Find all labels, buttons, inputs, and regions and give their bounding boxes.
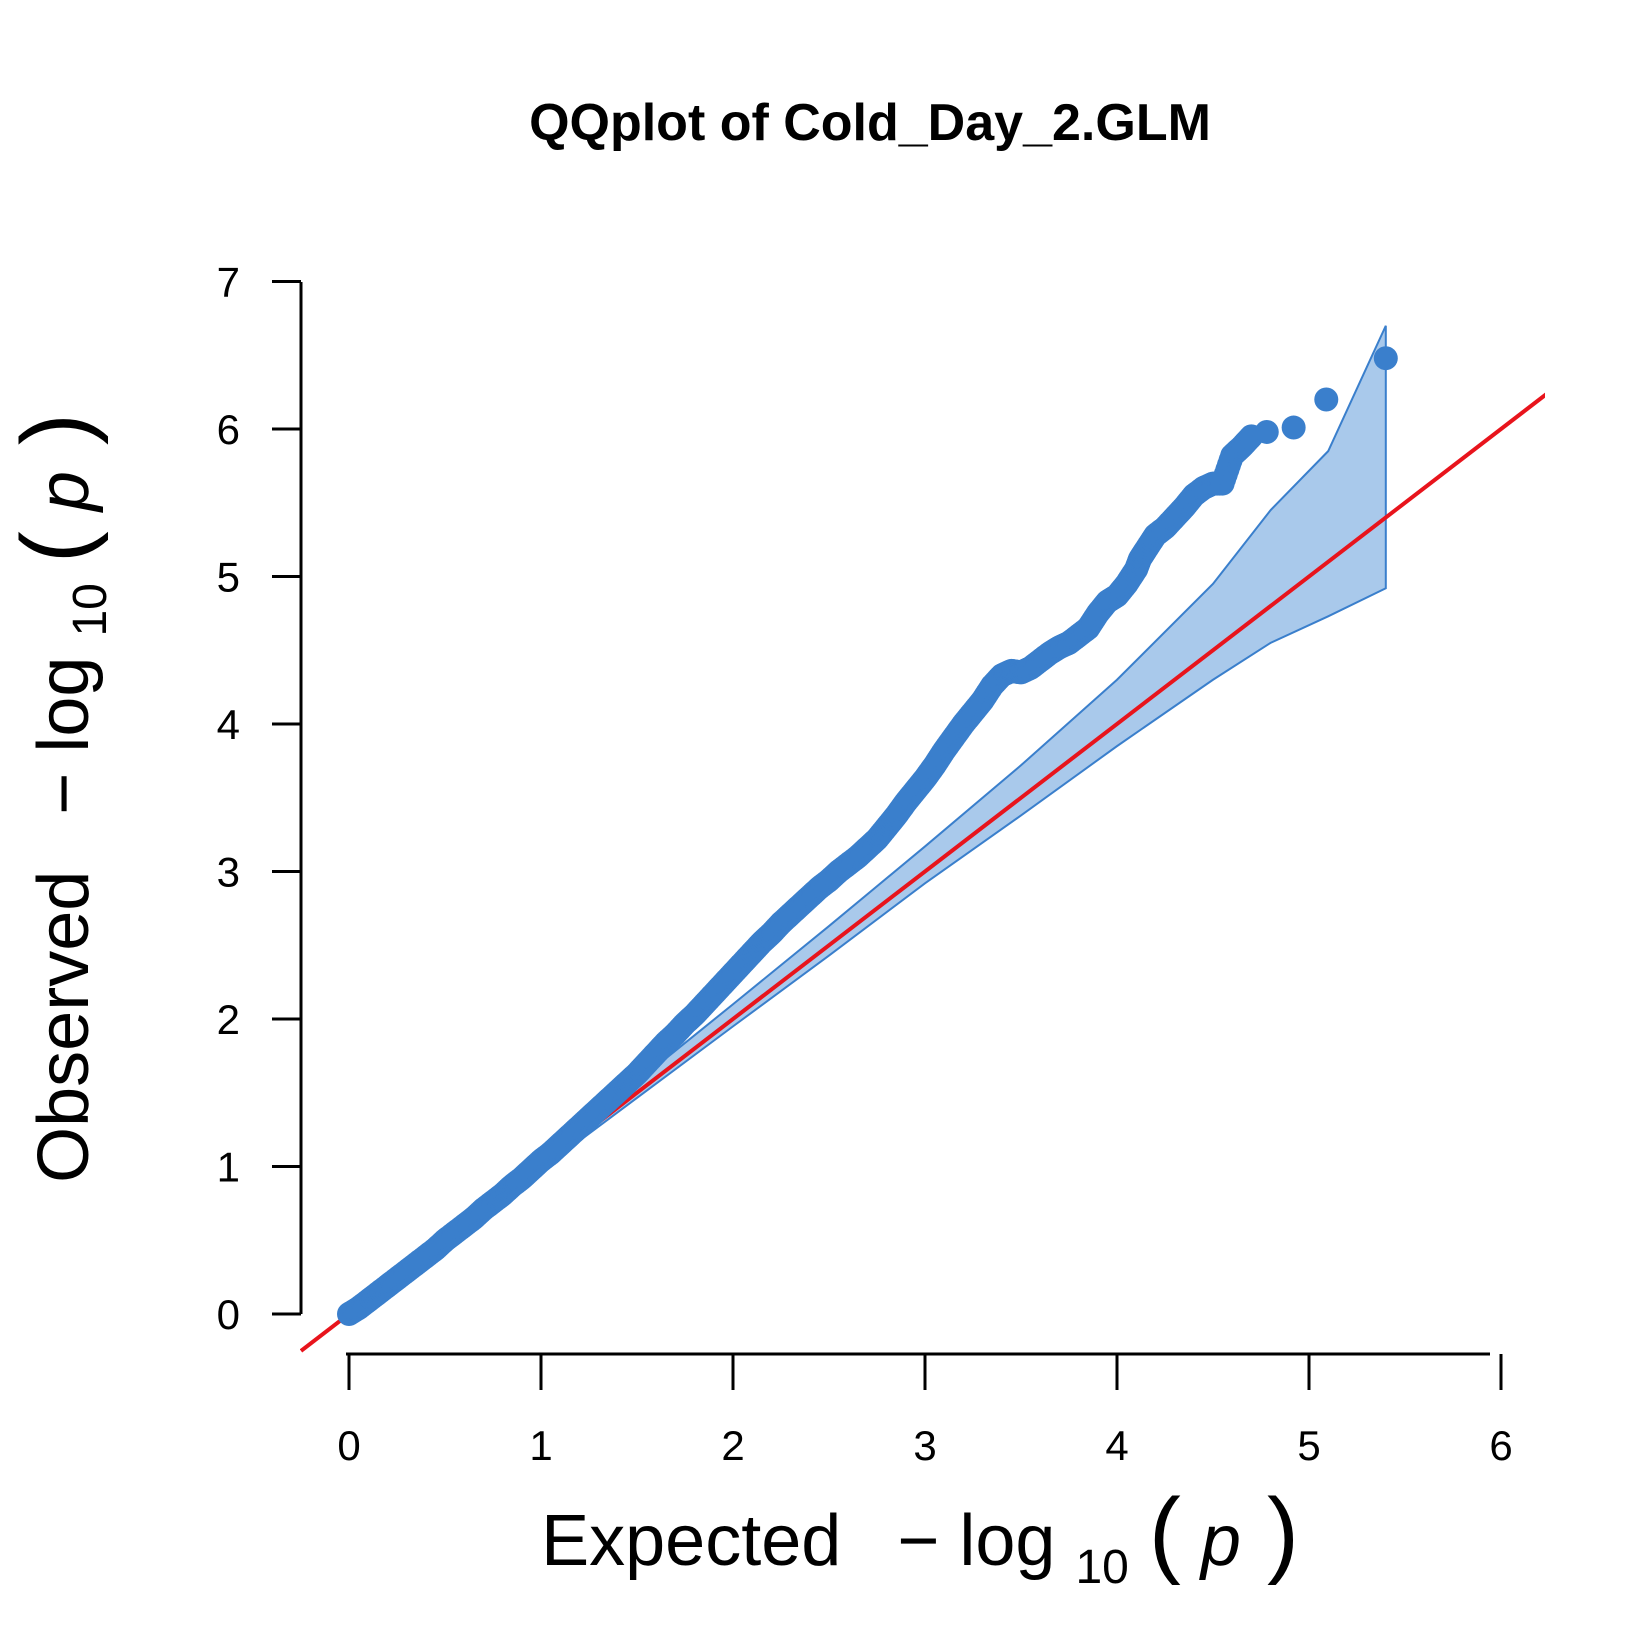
y-axis-title-prefix: Observed [24,871,104,1183]
y-tick-label: 5 [217,554,240,601]
y-tick-label: 2 [217,996,240,1043]
x-axis-title-log: log [959,1501,1055,1581]
observed-points [337,346,1398,1326]
x-axis-title-minus: − [897,1501,939,1581]
y-axis-ticks: 0 1 2 3 4 5 6 7 [217,259,301,1338]
data-point [1314,387,1339,412]
x-axis-title-close: ) [1267,1479,1299,1586]
data-point [1281,415,1306,440]
x-tick-label: 6 [1489,1422,1512,1469]
y-tick-label: 6 [217,406,240,453]
x-tick-label: 4 [1105,1422,1128,1469]
x-axis-title: Expected − log 10 ( p ) [541,1479,1299,1599]
x-tick-label: 0 [337,1422,360,1469]
confidence-band-area [348,325,1387,1315]
y-axis-title-minus: − [24,773,104,815]
x-axis-title-open: ( [1149,1479,1181,1586]
y-axis-title-close: ) [2,413,109,445]
y-axis-title-base: 10 [64,583,117,636]
y-axis-title-log: log [24,657,104,753]
y-tick-label: 0 [217,1291,240,1338]
y-axis-title-open: ( [2,531,109,563]
y-axis-title-var: p [24,471,104,513]
chart-title: QQplot of Cold_Day_2.GLM [529,94,1211,152]
y-tick-label: 4 [217,701,240,748]
x-tick-label: 1 [529,1422,552,1469]
x-axis-title-base: 10 [1075,1541,1128,1594]
y-tick-label: 3 [217,849,240,896]
y-axis-title: Observed − log 10 ( p ) [2,413,122,1183]
data-point [1373,346,1398,371]
y-tick-label: 1 [217,1144,240,1191]
y-tick-label: 7 [217,259,240,306]
x-tick-label: 5 [1297,1422,1320,1469]
x-axis-ticks: 0 1 2 3 4 5 6 [337,1354,1513,1469]
x-tick-label: 3 [913,1422,936,1469]
x-tick-label: 2 [721,1422,744,1469]
data-point [1254,419,1279,444]
x-axis-title-prefix: Expected [541,1501,841,1581]
confidence-band [348,325,1387,1315]
x-axis-title-var: p [1199,1501,1241,1581]
